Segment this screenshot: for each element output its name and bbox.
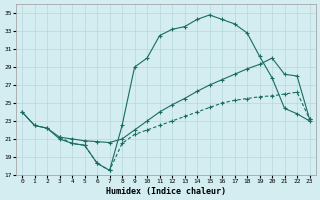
X-axis label: Humidex (Indice chaleur): Humidex (Indice chaleur) [106,187,226,196]
